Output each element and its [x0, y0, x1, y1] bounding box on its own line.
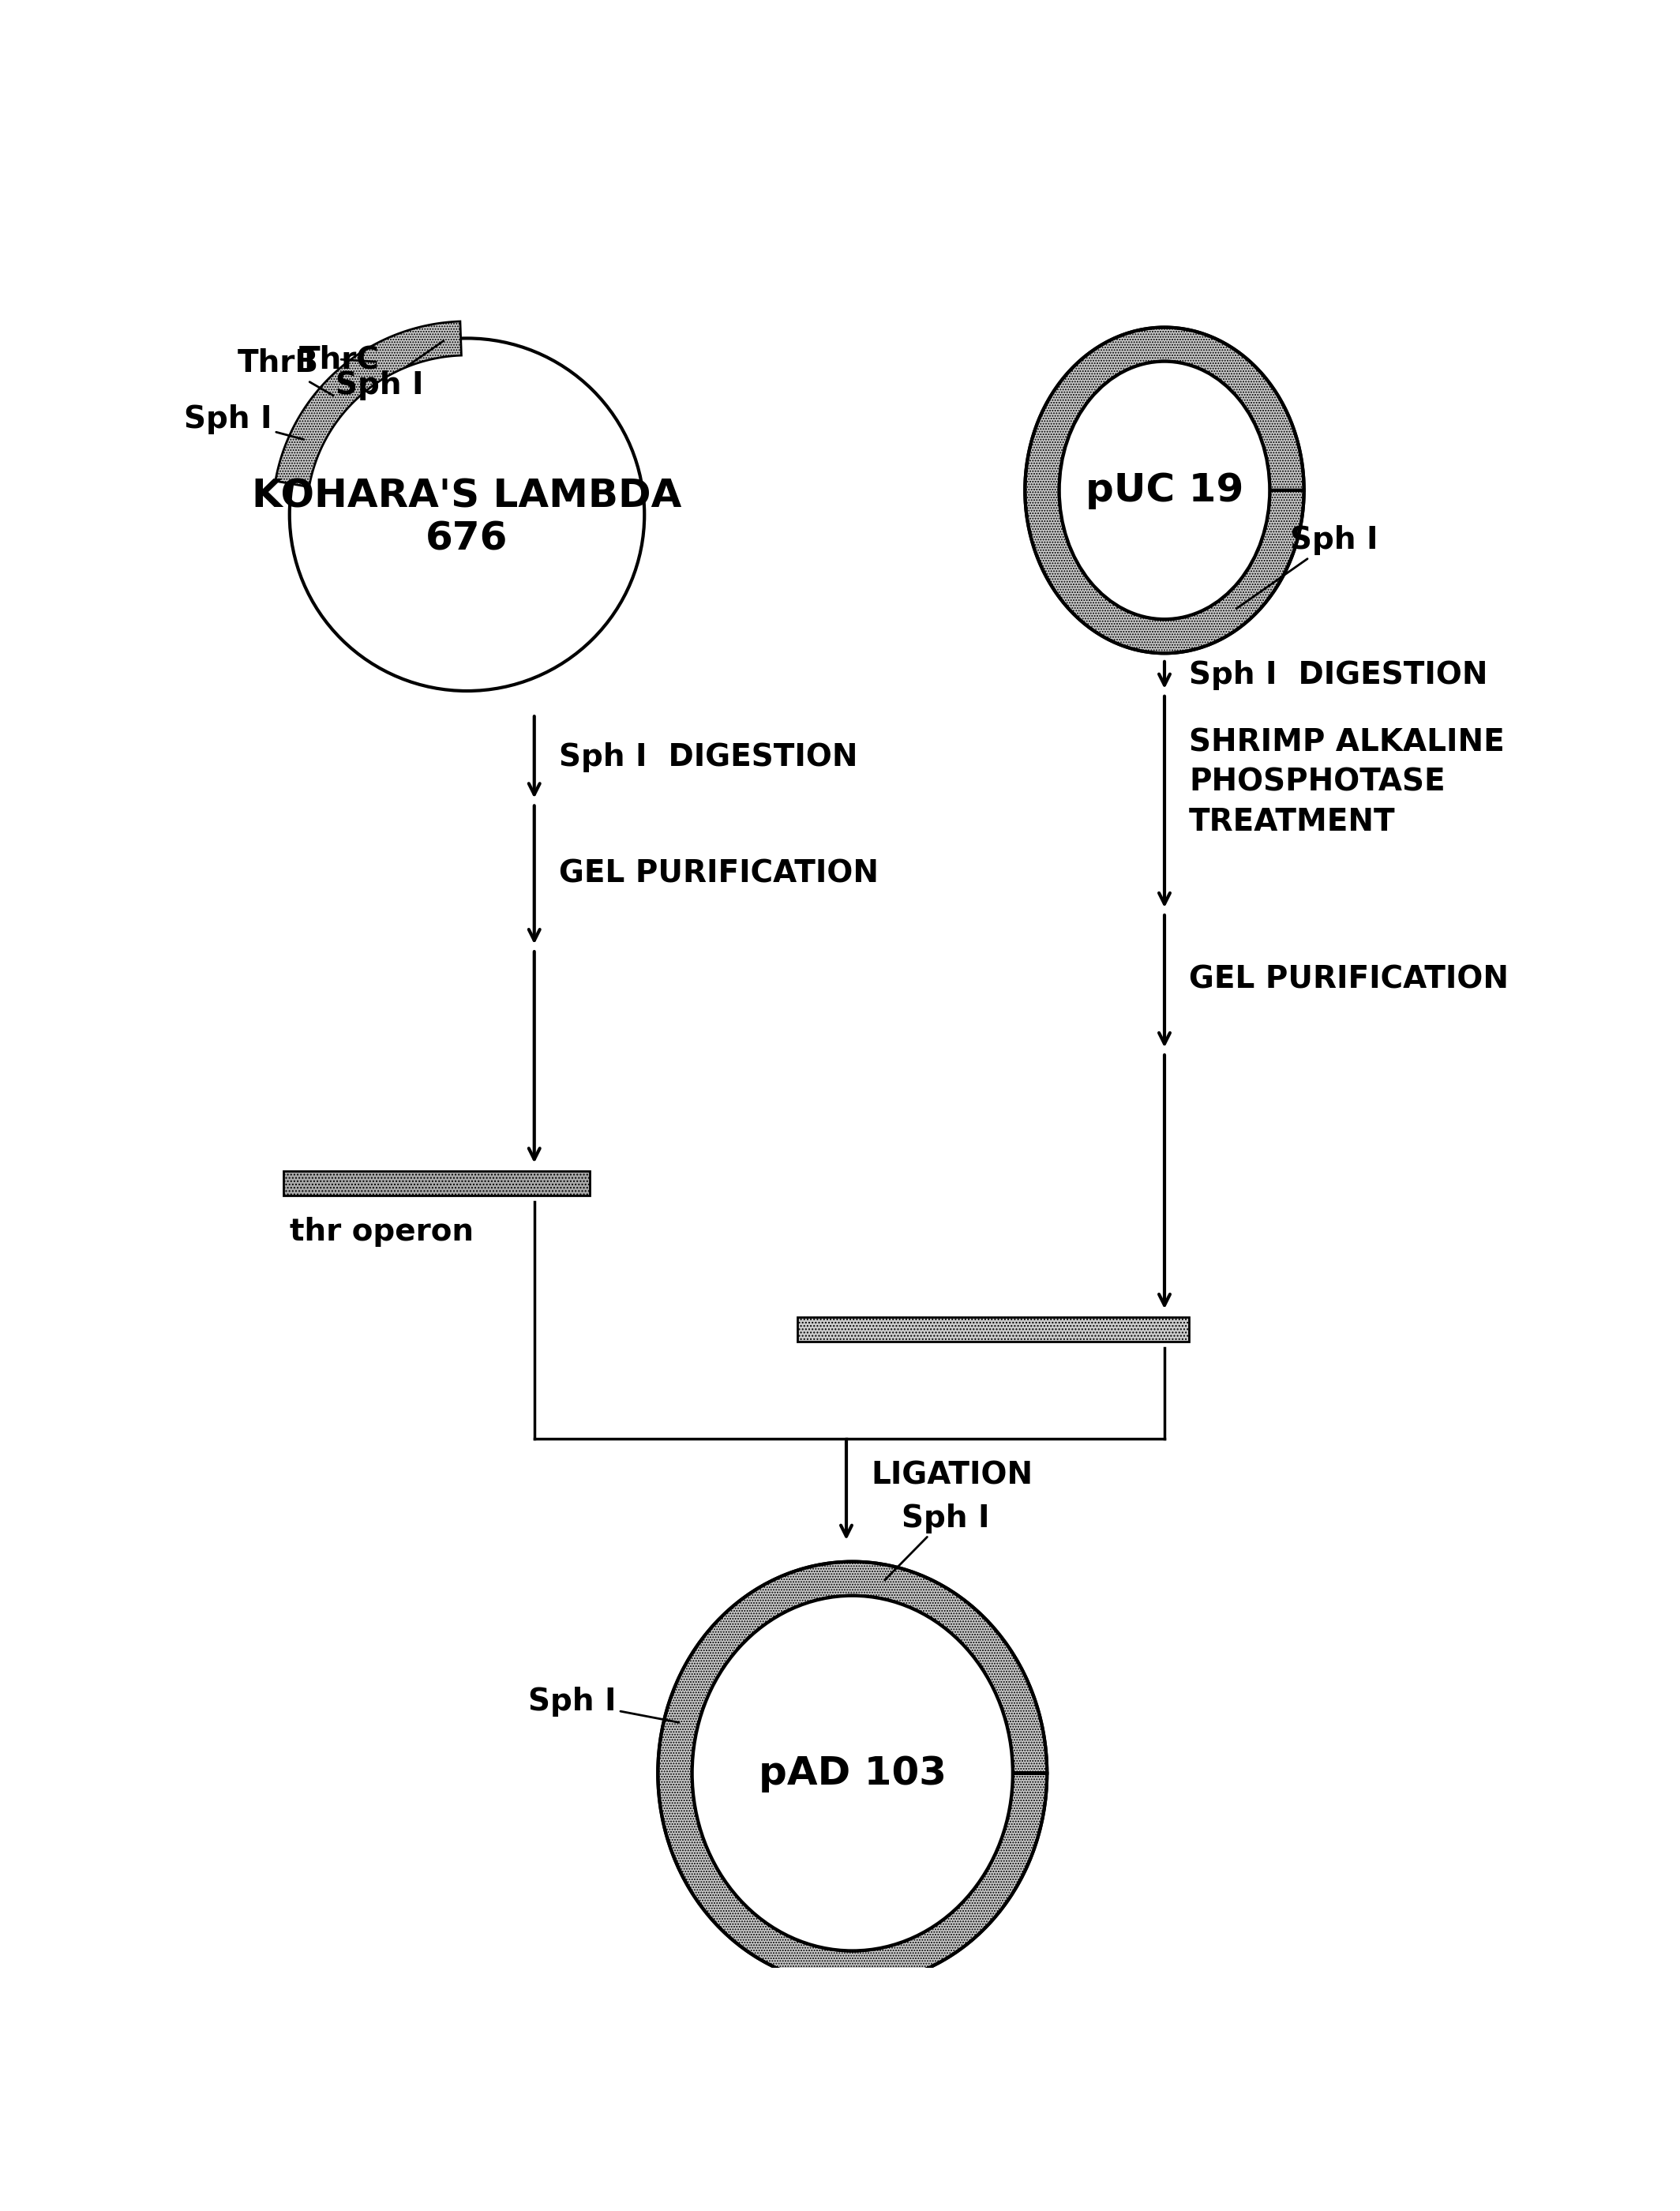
FancyBboxPatch shape: [284, 1172, 590, 1196]
Text: Sph I: Sph I: [885, 1503, 990, 1581]
Text: Sph I: Sph I: [528, 1687, 679, 1722]
FancyBboxPatch shape: [798, 1318, 1189, 1342]
Polygon shape: [659, 1561, 1047, 1985]
Text: Sph I: Sph I: [336, 340, 444, 400]
Ellipse shape: [1058, 360, 1270, 619]
Text: KOHARA'S LAMBDA: KOHARA'S LAMBDA: [252, 478, 682, 515]
Text: thr operon: thr operon: [289, 1216, 474, 1247]
Text: Sph I: Sph I: [183, 405, 304, 440]
Text: pUC 19: pUC 19: [1085, 471, 1243, 509]
Text: ThrB: ThrB: [237, 349, 333, 396]
Polygon shape: [276, 321, 462, 486]
Text: ThrC: ThrC: [299, 345, 380, 374]
Text: Sph I  DIGESTION: Sph I DIGESTION: [1189, 661, 1488, 690]
Text: GEL PURIFICATION: GEL PURIFICATION: [559, 858, 879, 889]
Text: Sph I: Sph I: [1236, 526, 1378, 608]
Text: 676: 676: [425, 520, 507, 557]
Text: Sph I  DIGESTION: Sph I DIGESTION: [559, 743, 857, 772]
Text: pAD 103: pAD 103: [758, 1753, 946, 1793]
Polygon shape: [1025, 327, 1304, 652]
Text: LIGATION: LIGATION: [870, 1459, 1033, 1490]
Ellipse shape: [692, 1596, 1013, 1950]
Text: SHRIMP ALKALINE
PHOSPHOTASE
TREATMENT: SHRIMP ALKALINE PHOSPHOTASE TREATMENT: [1189, 727, 1505, 836]
Circle shape: [289, 338, 645, 690]
Text: GEL PURIFICATION: GEL PURIFICATION: [1189, 964, 1509, 995]
